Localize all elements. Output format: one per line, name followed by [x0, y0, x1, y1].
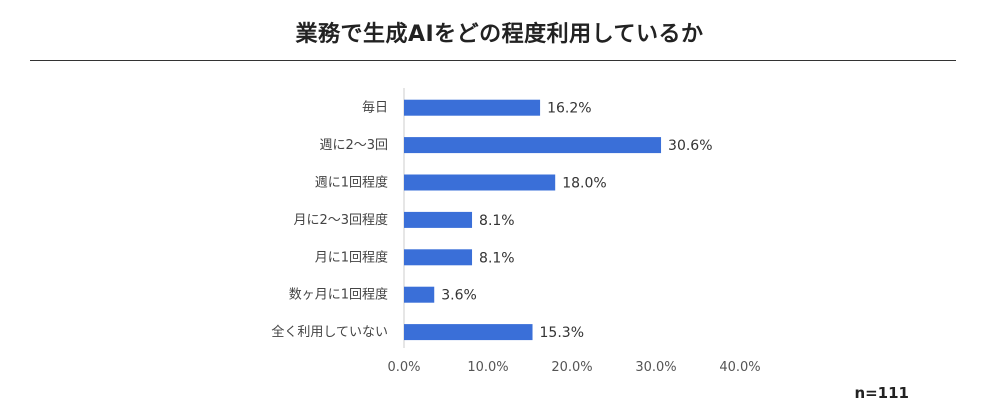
x-tick-label: 20.0%: [551, 360, 592, 375]
category-label: 週に2～3回: [319, 138, 388, 153]
bar: [404, 137, 662, 154]
bar: [404, 174, 556, 191]
data-label: 18.0%: [562, 176, 606, 192]
category-label: 月に2～3回程度: [293, 212, 388, 228]
chart-title: 業務で生成AIをどの程度利用しているか: [295, 22, 704, 47]
data-label: 3.6%: [441, 288, 477, 304]
bar: [404, 286, 435, 303]
sample-size-label: n=111: [854, 384, 909, 402]
x-tick-label: 30.0%: [635, 360, 676, 375]
data-label: 15.3%: [540, 325, 584, 341]
title-divider: [30, 60, 956, 61]
bar: [404, 249, 473, 266]
category-label: 週に1回程度: [315, 175, 388, 191]
x-tick-label: 0.0%: [387, 360, 420, 375]
category-label: 月に1回程度: [315, 249, 388, 265]
data-label: 8.1%: [479, 250, 515, 266]
x-tick-label: 40.0%: [719, 360, 760, 375]
bar: [404, 99, 541, 116]
data-label: 30.6%: [668, 138, 712, 154]
bar: [404, 211, 473, 228]
category-label: 毎日: [362, 100, 388, 116]
category-label: 数ヶ月に1回程度: [289, 287, 388, 303]
data-label: 8.1%: [479, 213, 515, 229]
category-label: 全く利用していない: [271, 324, 388, 340]
bar: [404, 324, 533, 341]
x-tick-label: 10.0%: [467, 360, 508, 375]
data-label: 16.2%: [547, 101, 591, 117]
